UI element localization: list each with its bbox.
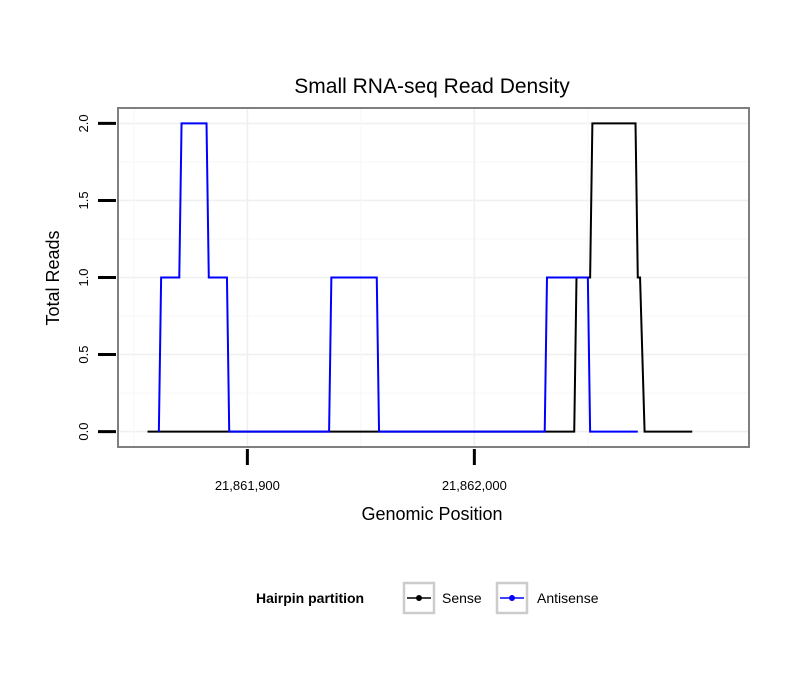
series-line-sense [147, 122, 693, 433]
legend: Hairpin partition Sense Antisense [256, 581, 599, 615]
legend-point-antisense [509, 595, 515, 601]
series-line-antisense [157, 122, 638, 433]
legend-item-antisense: Antisense [495, 581, 599, 615]
chart-title: Small RNA-seq Read Density [294, 75, 570, 98]
legend-title: Hairpin partition [256, 590, 364, 606]
legend-point-sense [416, 595, 422, 601]
y-axis-label: Total Reads [43, 230, 63, 325]
y-tick-label: 1.5 [76, 191, 91, 209]
y-tick-label: 0.0 [76, 423, 91, 441]
plot-border [117, 107, 750, 448]
legend-item-sense: Sense [402, 581, 482, 615]
y-axis: 0.0 0.5 1.0 1.5 2.0 [76, 114, 116, 441]
grid-lines [118, 108, 749, 447]
x-axis: 21,861,900 21,862,000 [215, 449, 507, 493]
y-tick-label: 1.0 [76, 268, 91, 286]
y-tick-label: 0.5 [76, 346, 91, 364]
legend-label-antisense: Antisense [537, 590, 599, 606]
x-tick-label: 21,861,900 [215, 478, 280, 493]
x-axis-label: Genomic Position [361, 504, 502, 524]
series-layer [147, 122, 693, 433]
y-tick-label: 2.0 [76, 114, 91, 132]
legend-label-sense: Sense [442, 590, 482, 606]
x-tick-label: 21,862,000 [442, 478, 507, 493]
